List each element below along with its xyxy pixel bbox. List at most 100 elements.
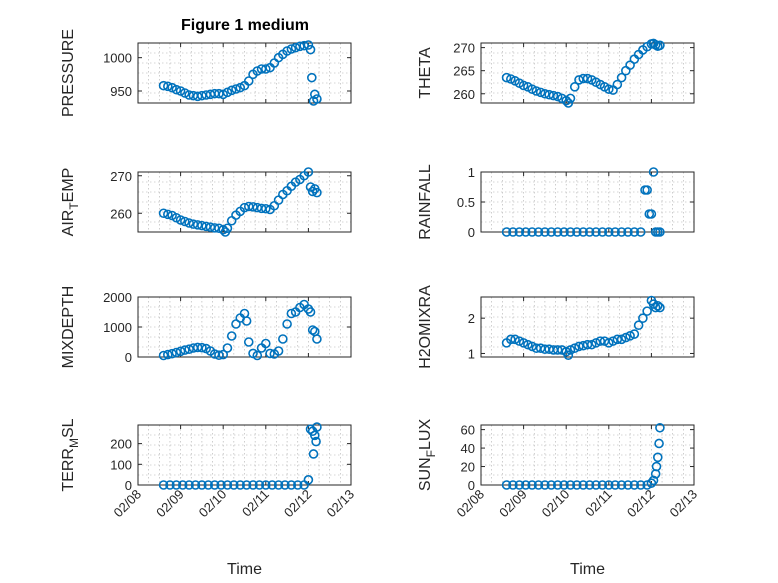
panel-5-point	[305, 307, 316, 317]
panel-2-point	[603, 84, 614, 94]
panel-4-point	[597, 227, 608, 237]
panel-4-point	[520, 227, 531, 237]
panel-5-y-tick-label: 2000	[103, 290, 132, 305]
panel-6-point	[616, 334, 627, 345]
panel-6-point	[650, 302, 661, 313]
panel-8-point	[552, 480, 563, 490]
panel-8-point	[508, 480, 518, 490]
panel-2-point	[565, 93, 576, 104]
panel-6-point	[565, 345, 576, 355]
panel-6-point	[603, 338, 614, 348]
panel-4-point	[591, 227, 601, 237]
panel-7-point	[303, 475, 314, 485]
panel-6-point	[591, 338, 601, 348]
panel-3-point	[307, 186, 318, 197]
panel-6-point	[527, 341, 537, 352]
panel-4-point	[646, 209, 657, 219]
panel-8-x-tick-label: 02/09	[496, 487, 530, 521]
panel-7-point	[165, 480, 175, 490]
panel-2-y-tick-label: 265	[453, 64, 475, 79]
figure-title: Figure 1 medium	[181, 17, 309, 34]
panel-3-point	[226, 215, 237, 226]
panel-7-point	[241, 480, 252, 490]
panel-2-point	[582, 73, 593, 84]
panel-7-y-tick-label: 0	[125, 478, 132, 493]
panel-8-y-tick-label: 40	[461, 441, 475, 456]
panel-7-point	[308, 449, 319, 459]
panel-1-y-tick-label: 1000	[103, 51, 132, 66]
panel-2-y-tick-label: 270	[453, 41, 475, 56]
panel-8-point	[584, 480, 595, 490]
panel-2-point	[650, 40, 661, 50]
panel-4-point	[635, 227, 646, 237]
panel-4-point	[533, 227, 544, 237]
panel-5-point	[222, 343, 233, 353]
panel-2-point	[518, 80, 529, 91]
panel-7-point	[222, 480, 233, 490]
panel-3-point	[175, 215, 186, 225]
panel-5-point	[184, 344, 194, 355]
panel-8-x-tick-label: 02/08	[454, 487, 488, 521]
panel-8-y-label: SUNFLUX	[417, 419, 438, 492]
panel-8-x-tick-label: 02/13	[667, 487, 701, 521]
panel-1-y-tick-label: 950	[110, 84, 132, 99]
panel-7-x-tick-label: 02/09	[153, 487, 187, 521]
panel-6-point	[642, 306, 652, 316]
panel-2-point	[655, 40, 665, 51]
panel-5-point	[278, 334, 288, 344]
panel-3-point	[218, 224, 228, 235]
panel-7-point	[216, 480, 226, 490]
panel-6-point	[586, 339, 597, 350]
panel-2-point	[535, 87, 546, 98]
panel-2-point	[616, 72, 627, 83]
panel-1-point	[307, 72, 317, 83]
panel-1-point	[171, 84, 182, 95]
panel-4-point	[527, 227, 537, 237]
panel-6-point	[595, 336, 606, 346]
panel-1-point	[243, 76, 254, 86]
panel-7-point	[254, 480, 265, 490]
panel-8-point	[527, 480, 537, 490]
panel-8-x-tick-label: 02/12	[624, 487, 658, 521]
panel-7-point	[190, 480, 201, 490]
panel-3-point	[273, 195, 284, 205]
panel-4-point	[610, 227, 620, 237]
panel-6-point	[625, 331, 635, 341]
panel-6-y-label: H2OMIXRA	[417, 285, 434, 369]
panel-8-point	[514, 480, 525, 490]
panel-4-point	[584, 227, 595, 237]
panel-8-point	[597, 480, 608, 490]
panel-7-y-label: TERRMSL	[60, 418, 81, 491]
panel-4-point	[648, 167, 659, 177]
panel-5-point	[241, 316, 252, 326]
panel-3-axes-box	[137, 171, 352, 233]
panel-6-point	[582, 339, 593, 350]
panel-6-point	[574, 341, 584, 352]
panel-5-point	[158, 350, 169, 361]
panel-7-point	[286, 480, 297, 490]
panel-5-point	[175, 346, 186, 357]
panel-7-point	[280, 480, 290, 490]
panel-6-axes-box	[480, 296, 695, 358]
panel-7-point	[292, 480, 303, 490]
panel-8-point	[654, 438, 664, 449]
panel-3-point	[184, 218, 194, 228]
panel-6-point	[608, 336, 618, 346]
panel-8-point	[540, 480, 550, 490]
panel-6-point	[612, 334, 623, 345]
panel-3-point	[158, 208, 169, 219]
panel-1-y-label: PRESSURE	[60, 29, 77, 117]
panel-5-point	[214, 350, 224, 361]
panel-4-y-tick-label: 0.5	[457, 195, 475, 210]
panel-6-point	[633, 320, 644, 331]
panel-8-point	[635, 480, 646, 490]
panel-3-point	[312, 187, 322, 198]
panel-8-point	[559, 480, 569, 490]
panel-3-point	[303, 167, 314, 177]
panel-8-x-label: Time	[570, 561, 605, 578]
panel-4-point	[603, 227, 614, 237]
panel-6-point	[552, 345, 563, 355]
panel-4-point	[540, 227, 550, 237]
panel-2-axes-box	[480, 42, 695, 104]
panel-5-point	[273, 346, 284, 356]
